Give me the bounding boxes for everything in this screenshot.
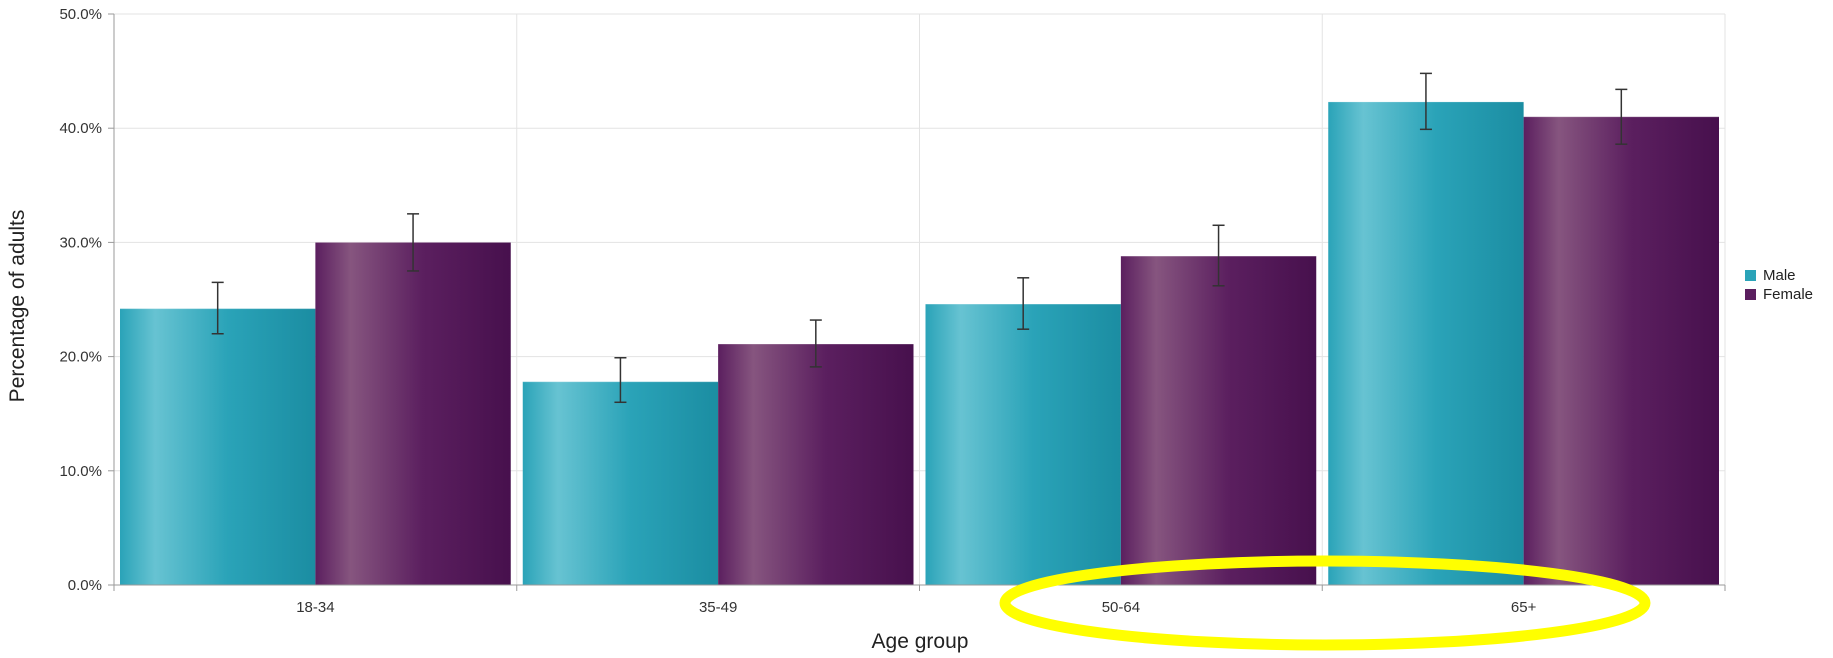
- legend-label-male: Male: [1763, 267, 1796, 284]
- y-tick-label: 10.0%: [59, 463, 102, 480]
- legend: Male Female: [1745, 267, 1813, 303]
- bar-male-35-49: [522, 381, 719, 585]
- y-tick-label: 30.0%: [59, 234, 102, 251]
- y-axis-title: Percentage of adults: [6, 210, 29, 403]
- x-tick-label: 18-34: [296, 599, 334, 616]
- y-tick-label: 50.0%: [59, 6, 102, 23]
- x-axis-title: Age group: [872, 630, 969, 653]
- bar-male-50-64: [925, 304, 1121, 585]
- bar-female-65+: [1523, 116, 1719, 585]
- legend-swatch-female: [1745, 289, 1756, 300]
- bar-male-18-34: [120, 308, 316, 585]
- y-tick-label: 20.0%: [59, 349, 102, 366]
- legend-swatch-male: [1745, 270, 1756, 281]
- error-bars: [211, 72, 1628, 404]
- y-tick-label: 40.0%: [59, 120, 102, 137]
- x-tick-label: 50-64: [1102, 599, 1140, 616]
- x-tick-label: 35-49: [699, 599, 737, 616]
- x-tick-label: 65+: [1511, 599, 1537, 616]
- axes: 0.0% 10.0% 20.0% 30.0% 40.0% 50.0% 18-34 35-49 5…: [59, 6, 1726, 616]
- bar-female-18-34: [315, 242, 511, 585]
- bar-female-35-49: [718, 344, 914, 585]
- y-tick-label: 0.0%: [68, 577, 102, 594]
- bar-male-65+: [1328, 101, 1524, 586]
- bar-female-50-64: [1120, 256, 1317, 585]
- bars: [120, 101, 1719, 586]
- highlight-ellipse: [999, 555, 1651, 651]
- legend-label-female: Female: [1763, 286, 1813, 303]
